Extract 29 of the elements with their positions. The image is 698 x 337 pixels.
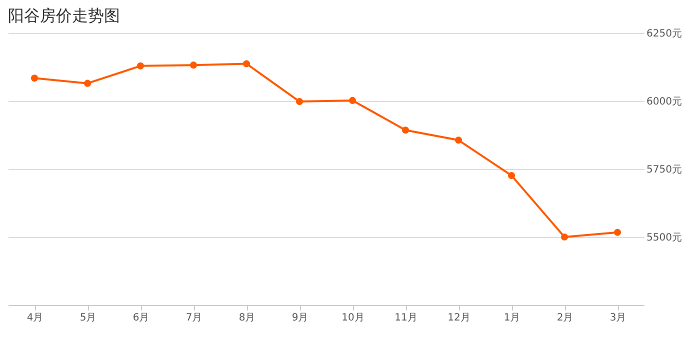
- y-tick-label: 5500元: [646, 232, 682, 244]
- chart-title: 阳谷房价走势图: [8, 6, 120, 25]
- x-tick-label: 9月: [292, 312, 308, 324]
- y-tick-label: 6000元: [646, 96, 682, 108]
- point: [136, 62, 144, 70]
- point: [30, 74, 38, 82]
- x-tick-label: 10月: [342, 312, 364, 324]
- point: [190, 62, 198, 69]
- point: [454, 136, 462, 144]
- point: [614, 228, 622, 236]
- x-tick-label: 2月: [556, 312, 574, 324]
- x-tick-label: 1月: [504, 312, 520, 324]
- point: [296, 98, 304, 106]
- x-tick-label: 3月: [610, 312, 626, 324]
- x-tick-label: 5月: [80, 312, 96, 324]
- x-tick-label: 6月: [132, 312, 150, 324]
- point: [242, 60, 250, 68]
- point: [402, 126, 410, 134]
- point: [84, 80, 92, 87]
- point: [348, 96, 356, 104]
- x-tick-label: 8月: [238, 312, 256, 324]
- x-tick-label: 7月: [186, 312, 202, 324]
- x-tick-label: 12月: [448, 312, 470, 324]
- point: [508, 172, 516, 180]
- y-tick-label: 5750元: [646, 164, 682, 176]
- point: [560, 233, 568, 241]
- y-tick-label: 6250元: [646, 28, 682, 40]
- x-tick-label: 4月: [26, 312, 44, 324]
- x-tick-label: 11月: [394, 312, 418, 324]
